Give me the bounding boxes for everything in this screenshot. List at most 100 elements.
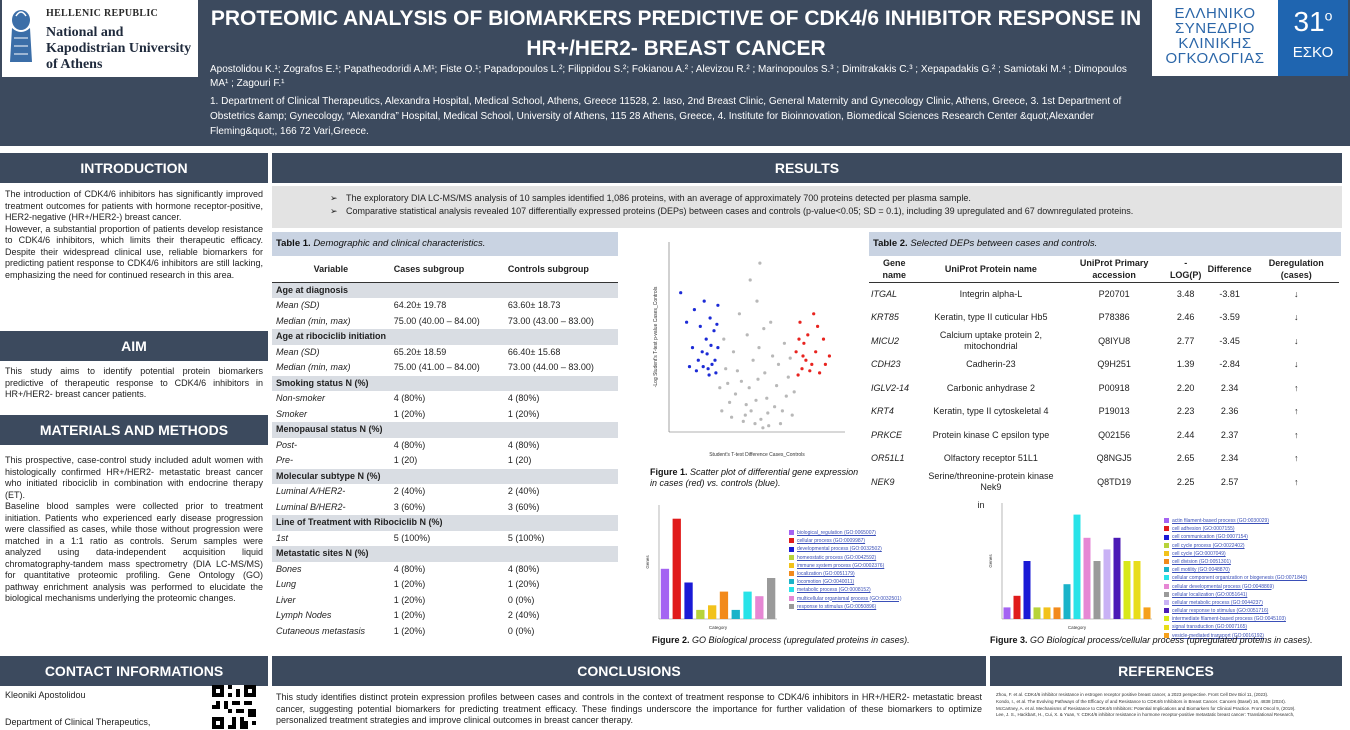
methods-paragraph: This prospective, case-control study inc… [5, 455, 263, 500]
qr-code-icon[interactable] [212, 685, 256, 729]
table-row: Mean (SD) 65.20± 18.59 66.40± 15.68 [272, 345, 618, 361]
methods-body: This prospective, case-control study inc… [5, 455, 263, 605]
volcano-point [818, 371, 822, 375]
table-row: Smoker 1 (20%) 1 (20%) [272, 407, 618, 423]
table1-cases-value: 64.20± 19.78 [393, 300, 447, 310]
legend-swatch [1164, 608, 1169, 614]
legend-item: multicellular organismal process (GO:003… [789, 595, 902, 603]
legend-swatch [1164, 567, 1169, 573]
table1-variable: Pre- [276, 455, 294, 465]
volcano-y-label: -Log Student's T-test p-value Cases_Cont… [653, 286, 659, 387]
volcano-point [765, 396, 769, 400]
legend-item: actin filament-based process (GO:0030029… [1164, 517, 1307, 525]
volcano-point [715, 322, 719, 326]
difference-value: 2.34 [1220, 382, 1239, 393]
log-p-value: 2.25 [1176, 476, 1195, 487]
affiliations: 1. Department of Clinical Therapeutics, … [210, 96, 1122, 137]
table1-controls-value: 73.00 (44.00 – 83.00) [507, 362, 594, 372]
volcano-plot-figure: Student's T-test Difference Cases_Contro… [645, 232, 863, 460]
bar [660, 568, 670, 619]
bar [731, 609, 740, 619]
volcano-point [702, 299, 706, 303]
results-bullet: The exploratory DIA LC-MS/MS analysis of… [330, 192, 1230, 205]
table-row: IGLV2-14 Carbonic anhydrase 2 P00918 2.20 2.… [869, 377, 1339, 401]
gene-name: KRT4 [871, 406, 894, 417]
bar [1053, 607, 1061, 619]
difference-value: -2.84 [1219, 359, 1240, 370]
table2-header-cell: UniProt Primary accession [1062, 256, 1166, 283]
table1-cases-value: 75.00 (40.00 – 84.00) [393, 315, 480, 326]
legend-label: developmental process (GO:0032502) [797, 546, 882, 553]
volcano-point [801, 354, 805, 358]
log-p-value: 2.20 [1176, 382, 1195, 393]
table1-header-cell: Variable [272, 258, 390, 283]
bar [708, 605, 717, 619]
legend-swatch [789, 595, 794, 601]
volcano-point [827, 354, 831, 358]
legend-label: cell division (GO:0051301) [1172, 558, 1231, 565]
legend-swatch [1164, 559, 1169, 565]
table1-cases-value: 65.20± 18.59 [393, 346, 447, 357]
table1-cases-value: 1 (20%) [393, 625, 426, 636]
accession: Q8NGJ5 [1096, 453, 1132, 464]
legend-label: intermediate filament-based process (GO:… [1172, 616, 1286, 623]
volcano-point [737, 312, 741, 316]
table-row: Post- 4 (80%) 4 (80%) [272, 438, 618, 454]
volcano-point [714, 371, 718, 375]
table1-controls-value: 1 (20) [507, 455, 532, 465]
table1-variable: Non-smoker [276, 393, 326, 403]
bar [1073, 514, 1081, 619]
volcano-point [739, 379, 743, 383]
legend-label: actin filament-based process (GO:0030029… [1172, 518, 1269, 524]
bar [1093, 561, 1101, 619]
table1-controls-value: 5 (100%) [507, 532, 545, 543]
table1-header-cell: Controls subgroup [503, 258, 618, 283]
difference-value: -3.81 [1219, 289, 1240, 299]
congress-badge: 31ο ΕΣΚΟ [1278, 0, 1348, 76]
volcano-point [748, 278, 752, 282]
volcano-point [743, 413, 747, 417]
volcano-point [763, 371, 767, 375]
legend-swatch [789, 603, 794, 609]
volcano-point [792, 390, 796, 394]
bar [1043, 607, 1051, 619]
volcano-point [758, 261, 762, 265]
down-arrow-icon: ↓ [1294, 335, 1299, 346]
table-row: Lung 1 (20%) 1 (20%) [272, 577, 618, 593]
methods-paragraph: Baseline blood samples were collected pr… [5, 501, 263, 603]
volcano-point [692, 308, 696, 312]
table-row: Lymph Nodes 1 (20%) 2 (40%) [272, 608, 618, 624]
university-logo: HELLENIC REPUBLIC National and Kapodistr… [2, 0, 198, 77]
legend-item: intermediate filament-based process (GO:… [1164, 615, 1307, 623]
volcano-point [753, 422, 757, 426]
conclusions-heading: CONCLUSIONS [272, 656, 986, 686]
table1-cases-value: 1 (20%) [393, 579, 426, 589]
table1-controls-value: 3 (60%) [507, 501, 540, 512]
legend-item: immune system process (GO:0002376) [789, 562, 902, 570]
volcano-point [741, 419, 745, 423]
legend-swatch [789, 579, 794, 585]
chart-x-label: Category [709, 625, 728, 630]
accession: P20701 [1098, 289, 1130, 299]
protein-name: Cadherin-23 [966, 359, 1016, 370]
volcano-point [720, 409, 724, 413]
table-row: KRT4 Keratin, type II cytoskeletal 4 P1901… [869, 400, 1339, 424]
introduction-body: The introduction of CDK4/6 inhibitors ha… [5, 189, 263, 281]
gene-name: ITGAL [871, 289, 898, 299]
volcano-point [771, 354, 775, 358]
table1-cases-value: 5 (100%) [393, 532, 431, 543]
legend-label: multicellular organismal process (GO:003… [797, 595, 902, 602]
table1-controls-value: 66.40± 15.68 [507, 346, 561, 357]
accession: P78386 [1098, 312, 1130, 323]
bar [1063, 584, 1071, 619]
legend-swatch [789, 530, 794, 536]
introduction-paragraph: The introduction of CDK4/6 inhibitors ha… [5, 189, 263, 222]
accession: Q02156 [1098, 429, 1131, 440]
go-chart-3-legend: actin filament-based process (GO:0030029… [1164, 517, 1307, 640]
volcano-point [798, 320, 802, 324]
table2-header-cell: Gene name [869, 256, 920, 283]
legend-label: cell cycle (GO:0007049) [1172, 550, 1226, 557]
volcano-point [700, 350, 704, 354]
legend-swatch [1164, 526, 1169, 532]
legend-label: cellular process (GO:0009987) [797, 538, 866, 545]
